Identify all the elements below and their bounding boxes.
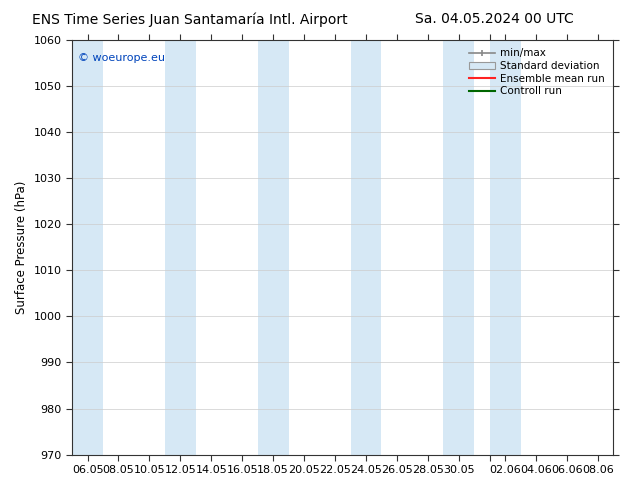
Bar (443, 40, 474, 455)
Bar (165, 40, 196, 455)
Text: Sa. 04.05.2024 00 UTC: Sa. 04.05.2024 00 UTC (415, 12, 574, 26)
Bar (351, 40, 382, 455)
Legend: min/max, Standard deviation, Ensemble mean run, Controll run: min/max, Standard deviation, Ensemble me… (466, 46, 608, 99)
Text: ENS Time Series Juan Santamaría Intl. Airport: ENS Time Series Juan Santamaría Intl. Ai… (32, 12, 348, 27)
Text: © woeurope.eu: © woeurope.eu (77, 52, 164, 63)
Bar (489, 40, 521, 455)
Y-axis label: Surface Pressure (hPa): Surface Pressure (hPa) (15, 181, 28, 314)
Bar (72, 40, 103, 455)
Bar (257, 40, 288, 455)
